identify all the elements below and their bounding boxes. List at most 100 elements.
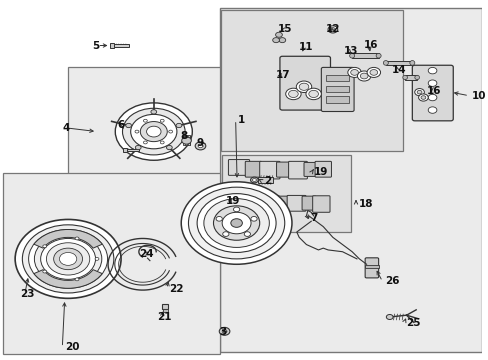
- Bar: [364, 265, 378, 268]
- FancyBboxPatch shape: [411, 65, 452, 121]
- Circle shape: [386, 315, 392, 319]
- Circle shape: [60, 252, 77, 265]
- Bar: [221, 10, 403, 151]
- Circle shape: [43, 270, 46, 273]
- Circle shape: [160, 119, 164, 122]
- Circle shape: [135, 130, 139, 133]
- Circle shape: [330, 28, 335, 31]
- FancyBboxPatch shape: [314, 161, 331, 177]
- FancyBboxPatch shape: [302, 196, 315, 210]
- Text: 13: 13: [343, 46, 358, 56]
- Circle shape: [115, 103, 192, 160]
- Bar: [126, 149, 139, 151]
- Circle shape: [216, 216, 222, 221]
- Circle shape: [233, 189, 239, 193]
- Bar: [325, 86, 348, 92]
- Circle shape: [360, 73, 367, 79]
- Circle shape: [198, 144, 203, 148]
- Circle shape: [219, 327, 229, 335]
- Circle shape: [222, 212, 250, 234]
- Ellipse shape: [414, 75, 419, 80]
- Circle shape: [160, 141, 164, 144]
- FancyBboxPatch shape: [365, 258, 378, 278]
- Wedge shape: [34, 270, 102, 288]
- FancyBboxPatch shape: [276, 162, 291, 177]
- Circle shape: [151, 110, 156, 114]
- Circle shape: [46, 243, 90, 275]
- Circle shape: [197, 194, 276, 252]
- Circle shape: [208, 247, 214, 251]
- Text: 25: 25: [406, 318, 420, 328]
- Text: 19: 19: [225, 196, 240, 206]
- Circle shape: [168, 130, 172, 133]
- Text: 23: 23: [20, 289, 34, 299]
- Text: 14: 14: [391, 65, 406, 75]
- Circle shape: [41, 238, 95, 279]
- Text: 1: 1: [238, 115, 245, 125]
- Text: 19: 19: [313, 167, 328, 177]
- Bar: [163, 309, 167, 312]
- Circle shape: [427, 94, 436, 101]
- Circle shape: [75, 278, 79, 281]
- Bar: [162, 304, 168, 309]
- Circle shape: [427, 107, 436, 113]
- Bar: [351, 53, 378, 58]
- Circle shape: [252, 179, 256, 181]
- FancyBboxPatch shape: [286, 195, 305, 211]
- Circle shape: [181, 182, 291, 264]
- Bar: [222, 155, 350, 232]
- Circle shape: [135, 145, 141, 150]
- Circle shape: [250, 177, 258, 183]
- Circle shape: [264, 200, 270, 204]
- Circle shape: [34, 234, 102, 284]
- FancyBboxPatch shape: [228, 159, 249, 175]
- Circle shape: [233, 207, 239, 212]
- Bar: [3, 173, 219, 354]
- Circle shape: [347, 67, 361, 77]
- Circle shape: [308, 90, 318, 98]
- Circle shape: [327, 26, 337, 33]
- FancyBboxPatch shape: [257, 195, 278, 211]
- Ellipse shape: [409, 60, 414, 65]
- FancyBboxPatch shape: [312, 196, 329, 212]
- FancyBboxPatch shape: [288, 161, 307, 179]
- Circle shape: [250, 216, 257, 221]
- Text: 5: 5: [92, 41, 100, 50]
- Circle shape: [43, 245, 46, 248]
- Bar: [110, 43, 114, 48]
- Circle shape: [230, 219, 242, 227]
- Bar: [123, 148, 126, 152]
- Bar: [325, 75, 348, 81]
- Circle shape: [130, 114, 177, 149]
- Circle shape: [369, 69, 377, 75]
- FancyBboxPatch shape: [245, 161, 261, 177]
- Text: 4: 4: [62, 123, 70, 133]
- Circle shape: [416, 90, 421, 94]
- Circle shape: [275, 32, 282, 37]
- Circle shape: [143, 141, 147, 144]
- Text: 3: 3: [219, 327, 226, 337]
- Circle shape: [420, 96, 425, 99]
- Circle shape: [146, 126, 161, 137]
- Circle shape: [427, 67, 436, 74]
- Circle shape: [188, 187, 284, 259]
- Text: 16: 16: [364, 40, 378, 50]
- Circle shape: [182, 137, 191, 144]
- Bar: [325, 96, 348, 103]
- Text: 2: 2: [264, 176, 271, 186]
- Text: 16: 16: [426, 86, 440, 96]
- Bar: [258, 177, 272, 183]
- Circle shape: [29, 229, 107, 288]
- Circle shape: [15, 220, 121, 298]
- Wedge shape: [34, 229, 102, 248]
- Circle shape: [260, 197, 265, 201]
- Circle shape: [143, 119, 147, 122]
- FancyBboxPatch shape: [279, 56, 330, 110]
- Circle shape: [195, 142, 205, 150]
- FancyBboxPatch shape: [228, 195, 249, 210]
- Circle shape: [166, 145, 172, 150]
- FancyBboxPatch shape: [259, 161, 279, 179]
- Circle shape: [54, 248, 82, 270]
- Text: 24: 24: [139, 249, 154, 259]
- Ellipse shape: [375, 53, 380, 58]
